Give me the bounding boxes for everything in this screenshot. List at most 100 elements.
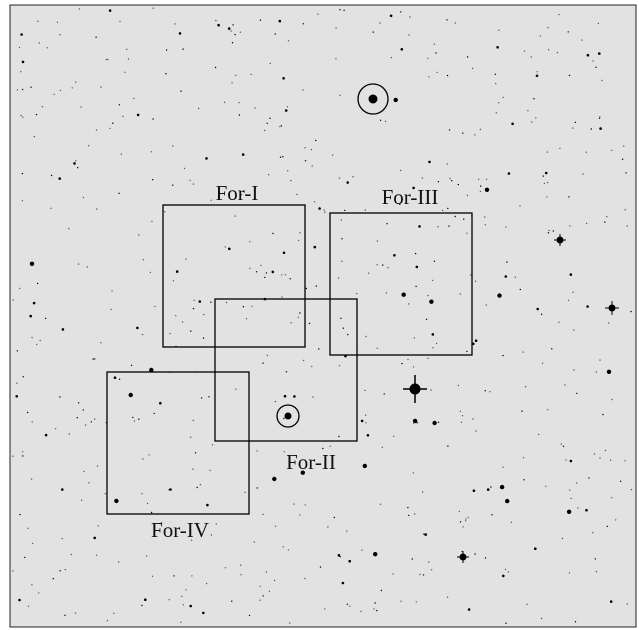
star bbox=[630, 311, 631, 312]
star bbox=[210, 302, 211, 303]
star bbox=[20, 71, 21, 72]
star bbox=[133, 98, 134, 99]
star bbox=[474, 553, 475, 554]
star bbox=[83, 471, 84, 472]
star bbox=[107, 620, 108, 621]
star bbox=[179, 32, 182, 35]
star bbox=[60, 90, 61, 91]
star bbox=[426, 319, 427, 320]
star bbox=[373, 31, 374, 32]
star bbox=[254, 107, 255, 108]
star bbox=[39, 42, 40, 43]
star bbox=[280, 157, 281, 158]
star bbox=[627, 225, 628, 226]
star bbox=[431, 569, 432, 570]
star bbox=[485, 390, 486, 391]
star bbox=[146, 555, 147, 556]
star bbox=[12, 456, 13, 457]
star bbox=[142, 334, 143, 335]
star bbox=[334, 517, 335, 518]
star bbox=[505, 569, 506, 570]
star bbox=[122, 116, 123, 117]
star bbox=[627, 603, 628, 604]
star bbox=[33, 302, 36, 305]
star bbox=[175, 315, 176, 316]
star bbox=[437, 226, 438, 227]
star bbox=[572, 127, 573, 128]
star bbox=[283, 546, 284, 547]
star bbox=[293, 503, 294, 504]
star bbox=[324, 212, 325, 213]
star bbox=[60, 570, 61, 571]
star bbox=[225, 246, 226, 247]
star bbox=[169, 599, 170, 600]
field-label: For-IV bbox=[151, 518, 209, 542]
star bbox=[27, 528, 28, 529]
star bbox=[13, 299, 14, 300]
star bbox=[434, 44, 435, 45]
star bbox=[475, 281, 476, 282]
star bbox=[272, 271, 275, 274]
star bbox=[268, 174, 269, 175]
star bbox=[53, 94, 54, 95]
star bbox=[586, 152, 587, 153]
star bbox=[631, 489, 632, 490]
star bbox=[373, 552, 377, 556]
star bbox=[68, 228, 69, 229]
star bbox=[361, 420, 364, 423]
star bbox=[480, 129, 481, 130]
star bbox=[173, 575, 174, 576]
star bbox=[346, 530, 347, 531]
star bbox=[126, 49, 127, 50]
star bbox=[553, 230, 554, 231]
star bbox=[472, 68, 473, 69]
star bbox=[432, 421, 436, 425]
star bbox=[466, 351, 467, 352]
star bbox=[95, 37, 96, 38]
star bbox=[193, 420, 194, 421]
star bbox=[303, 360, 304, 361]
star bbox=[206, 504, 209, 507]
star bbox=[141, 493, 142, 494]
star bbox=[505, 226, 506, 227]
star bbox=[80, 106, 81, 107]
star bbox=[323, 209, 324, 210]
star bbox=[111, 309, 112, 310]
star bbox=[515, 277, 516, 278]
star bbox=[455, 22, 456, 23]
star bbox=[428, 561, 429, 562]
star bbox=[31, 478, 32, 479]
star bbox=[270, 63, 271, 64]
star bbox=[228, 248, 231, 251]
star bbox=[341, 261, 342, 262]
star bbox=[23, 376, 24, 377]
star bbox=[272, 477, 276, 481]
star bbox=[417, 422, 418, 423]
star bbox=[118, 561, 119, 562]
star bbox=[275, 33, 276, 34]
star bbox=[203, 337, 204, 338]
star bbox=[506, 261, 507, 262]
star bbox=[264, 277, 265, 278]
star bbox=[486, 304, 487, 305]
star bbox=[342, 582, 345, 585]
star bbox=[119, 21, 120, 22]
star bbox=[71, 554, 72, 555]
star bbox=[373, 608, 374, 609]
star bbox=[306, 288, 307, 289]
star bbox=[427, 58, 428, 59]
star bbox=[408, 34, 409, 35]
star bbox=[37, 21, 38, 22]
star bbox=[582, 173, 583, 174]
star bbox=[557, 52, 558, 53]
star bbox=[502, 355, 503, 356]
star bbox=[299, 514, 300, 515]
star bbox=[97, 465, 98, 466]
star bbox=[365, 415, 366, 416]
star bbox=[347, 334, 348, 335]
star bbox=[382, 264, 383, 265]
star bbox=[462, 526, 463, 527]
star bbox=[599, 118, 600, 119]
star bbox=[475, 430, 476, 431]
star bbox=[232, 42, 233, 43]
